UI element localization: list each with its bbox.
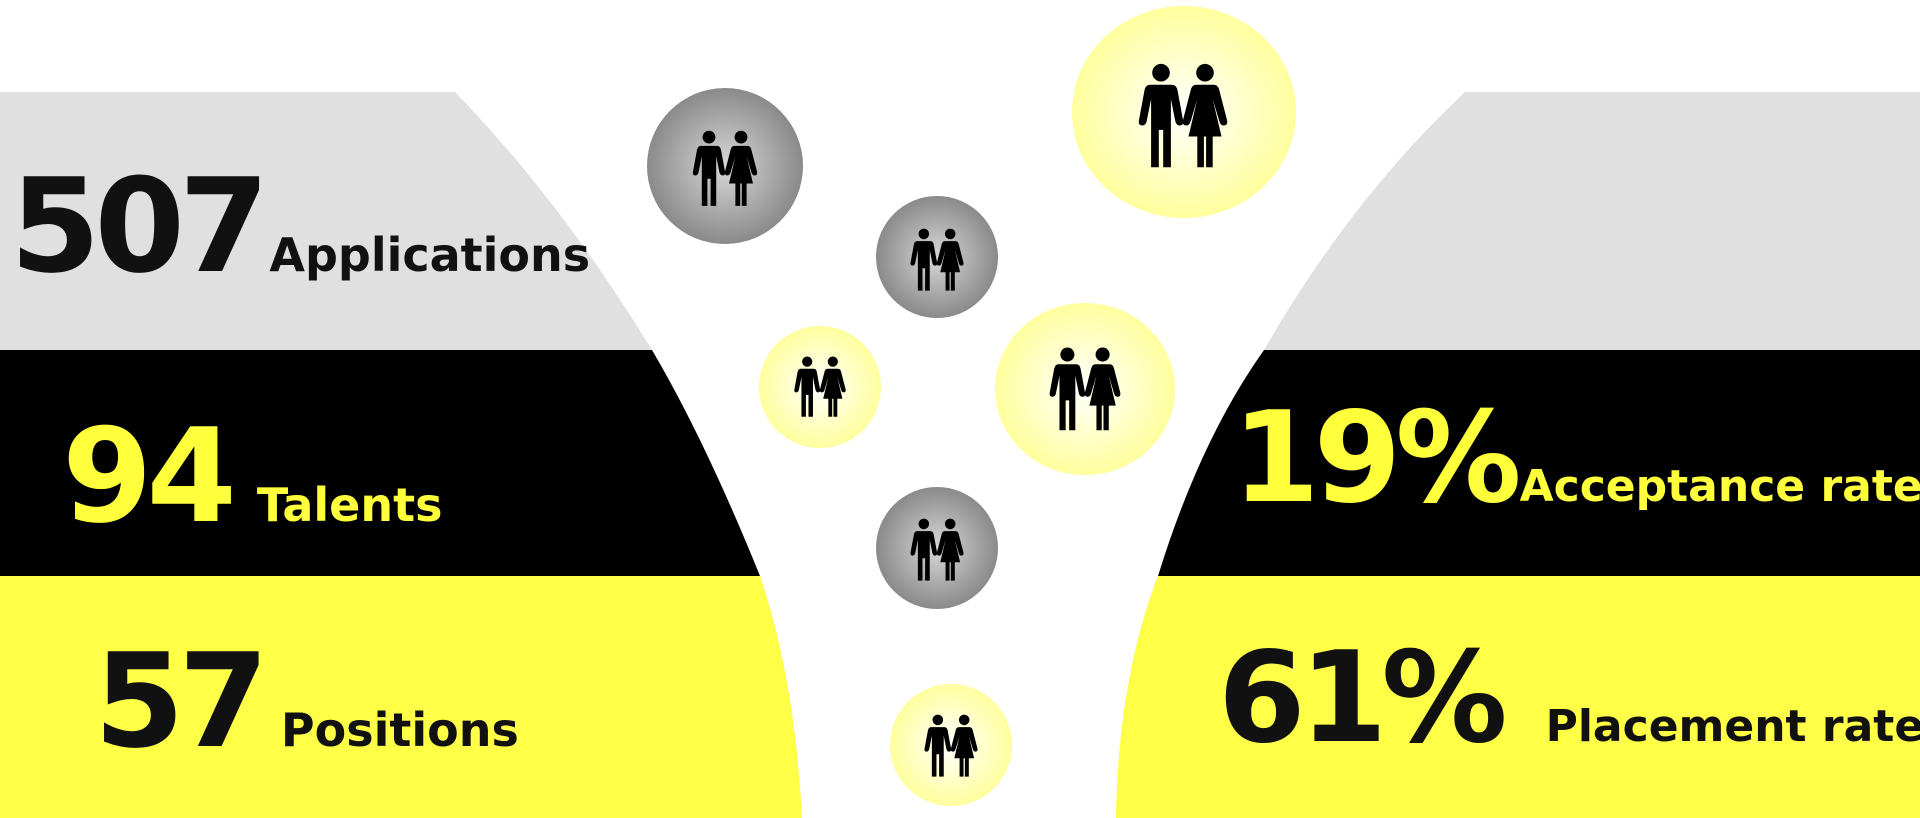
stat-label: Applications [269, 228, 591, 282]
stat-label: Positions [280, 703, 519, 757]
right-funnel [1116, 92, 1920, 818]
stat-label: Acceptance rate [1519, 461, 1920, 512]
stat-label: Talents [256, 478, 443, 532]
stat-label: Placement rate [1545, 701, 1920, 752]
stat-placement-rate: 61% Placement rate [1218, 624, 1920, 771]
left-band-gray [0, 92, 652, 350]
right-band-yellow [1116, 576, 1920, 818]
bubble-7 [890, 684, 1012, 806]
bubble-2 [1072, 6, 1296, 218]
left-funnel [0, 92, 802, 818]
left-band-black [0, 350, 760, 576]
bubble-6 [876, 487, 998, 609]
bubble-5 [995, 303, 1175, 475]
stat-applications: 507 Applications [10, 150, 590, 302]
stat-value: 61% [1218, 624, 1508, 771]
stat-value: 57 [94, 625, 269, 777]
bubble-4 [759, 326, 881, 448]
right-band-black [1158, 350, 1920, 576]
bubble-1 [647, 88, 803, 244]
left-band-yellow [0, 576, 802, 818]
bubble-3 [876, 196, 998, 318]
stat-positions: 57 Positions [94, 625, 519, 777]
stat-value: 19% [1232, 384, 1522, 531]
stat-value: 507 [10, 150, 269, 302]
stat-talents: 94 Talents [62, 400, 443, 552]
stat-acceptance-rate: 19%Acceptance rate [1232, 384, 1920, 531]
right-band-gray [1264, 92, 1920, 350]
stat-value: 94 [62, 400, 237, 552]
